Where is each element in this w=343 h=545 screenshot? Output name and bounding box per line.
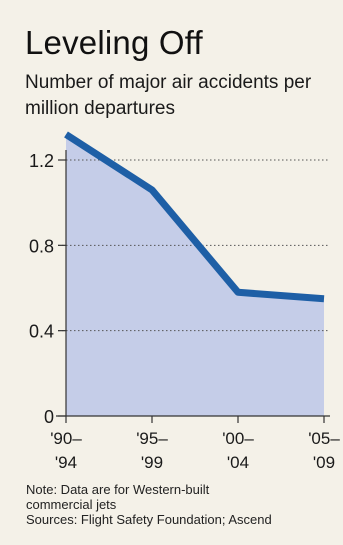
y-tick-label: 0.8: [29, 236, 54, 256]
note-text-line1: Note: Data are for Western-built: [26, 482, 210, 497]
chart-notes: Note: Data are for Western-built commerc…: [26, 482, 341, 527]
plot-area: 0 0.4 0.8 1.2 '90– '94 '95– '99 '00– '04 '05– '09: [29, 131, 340, 472]
x-tick-label-line1: '00–: [222, 429, 254, 448]
series-line: [64, 131, 325, 303]
x-tick-label-line2: '09: [313, 453, 335, 472]
x-tick-label-line2: '99: [141, 453, 163, 472]
y-tick-label: 0.4: [29, 322, 54, 342]
y-tick-label: 0: [44, 407, 54, 427]
x-tick-label-line1: '90–: [50, 429, 82, 448]
x-tick-label-line2: '04: [227, 453, 249, 472]
x-tick-label-line1: '95–: [136, 429, 168, 448]
x-tick-label-line2: '94: [55, 453, 77, 472]
chart-title: Leveling Off: [25, 24, 203, 61]
note-text-line2: commercial jets: [26, 497, 117, 512]
y-tick-label: 1.2: [29, 151, 54, 171]
sources-text: Sources: Flight Safety Foundation; Ascen…: [26, 512, 272, 527]
chart-subtitle: Number of major air accidents per millio…: [25, 72, 312, 119]
area-fill: [66, 134, 324, 416]
x-tick-label-line1: '05–: [308, 429, 340, 448]
